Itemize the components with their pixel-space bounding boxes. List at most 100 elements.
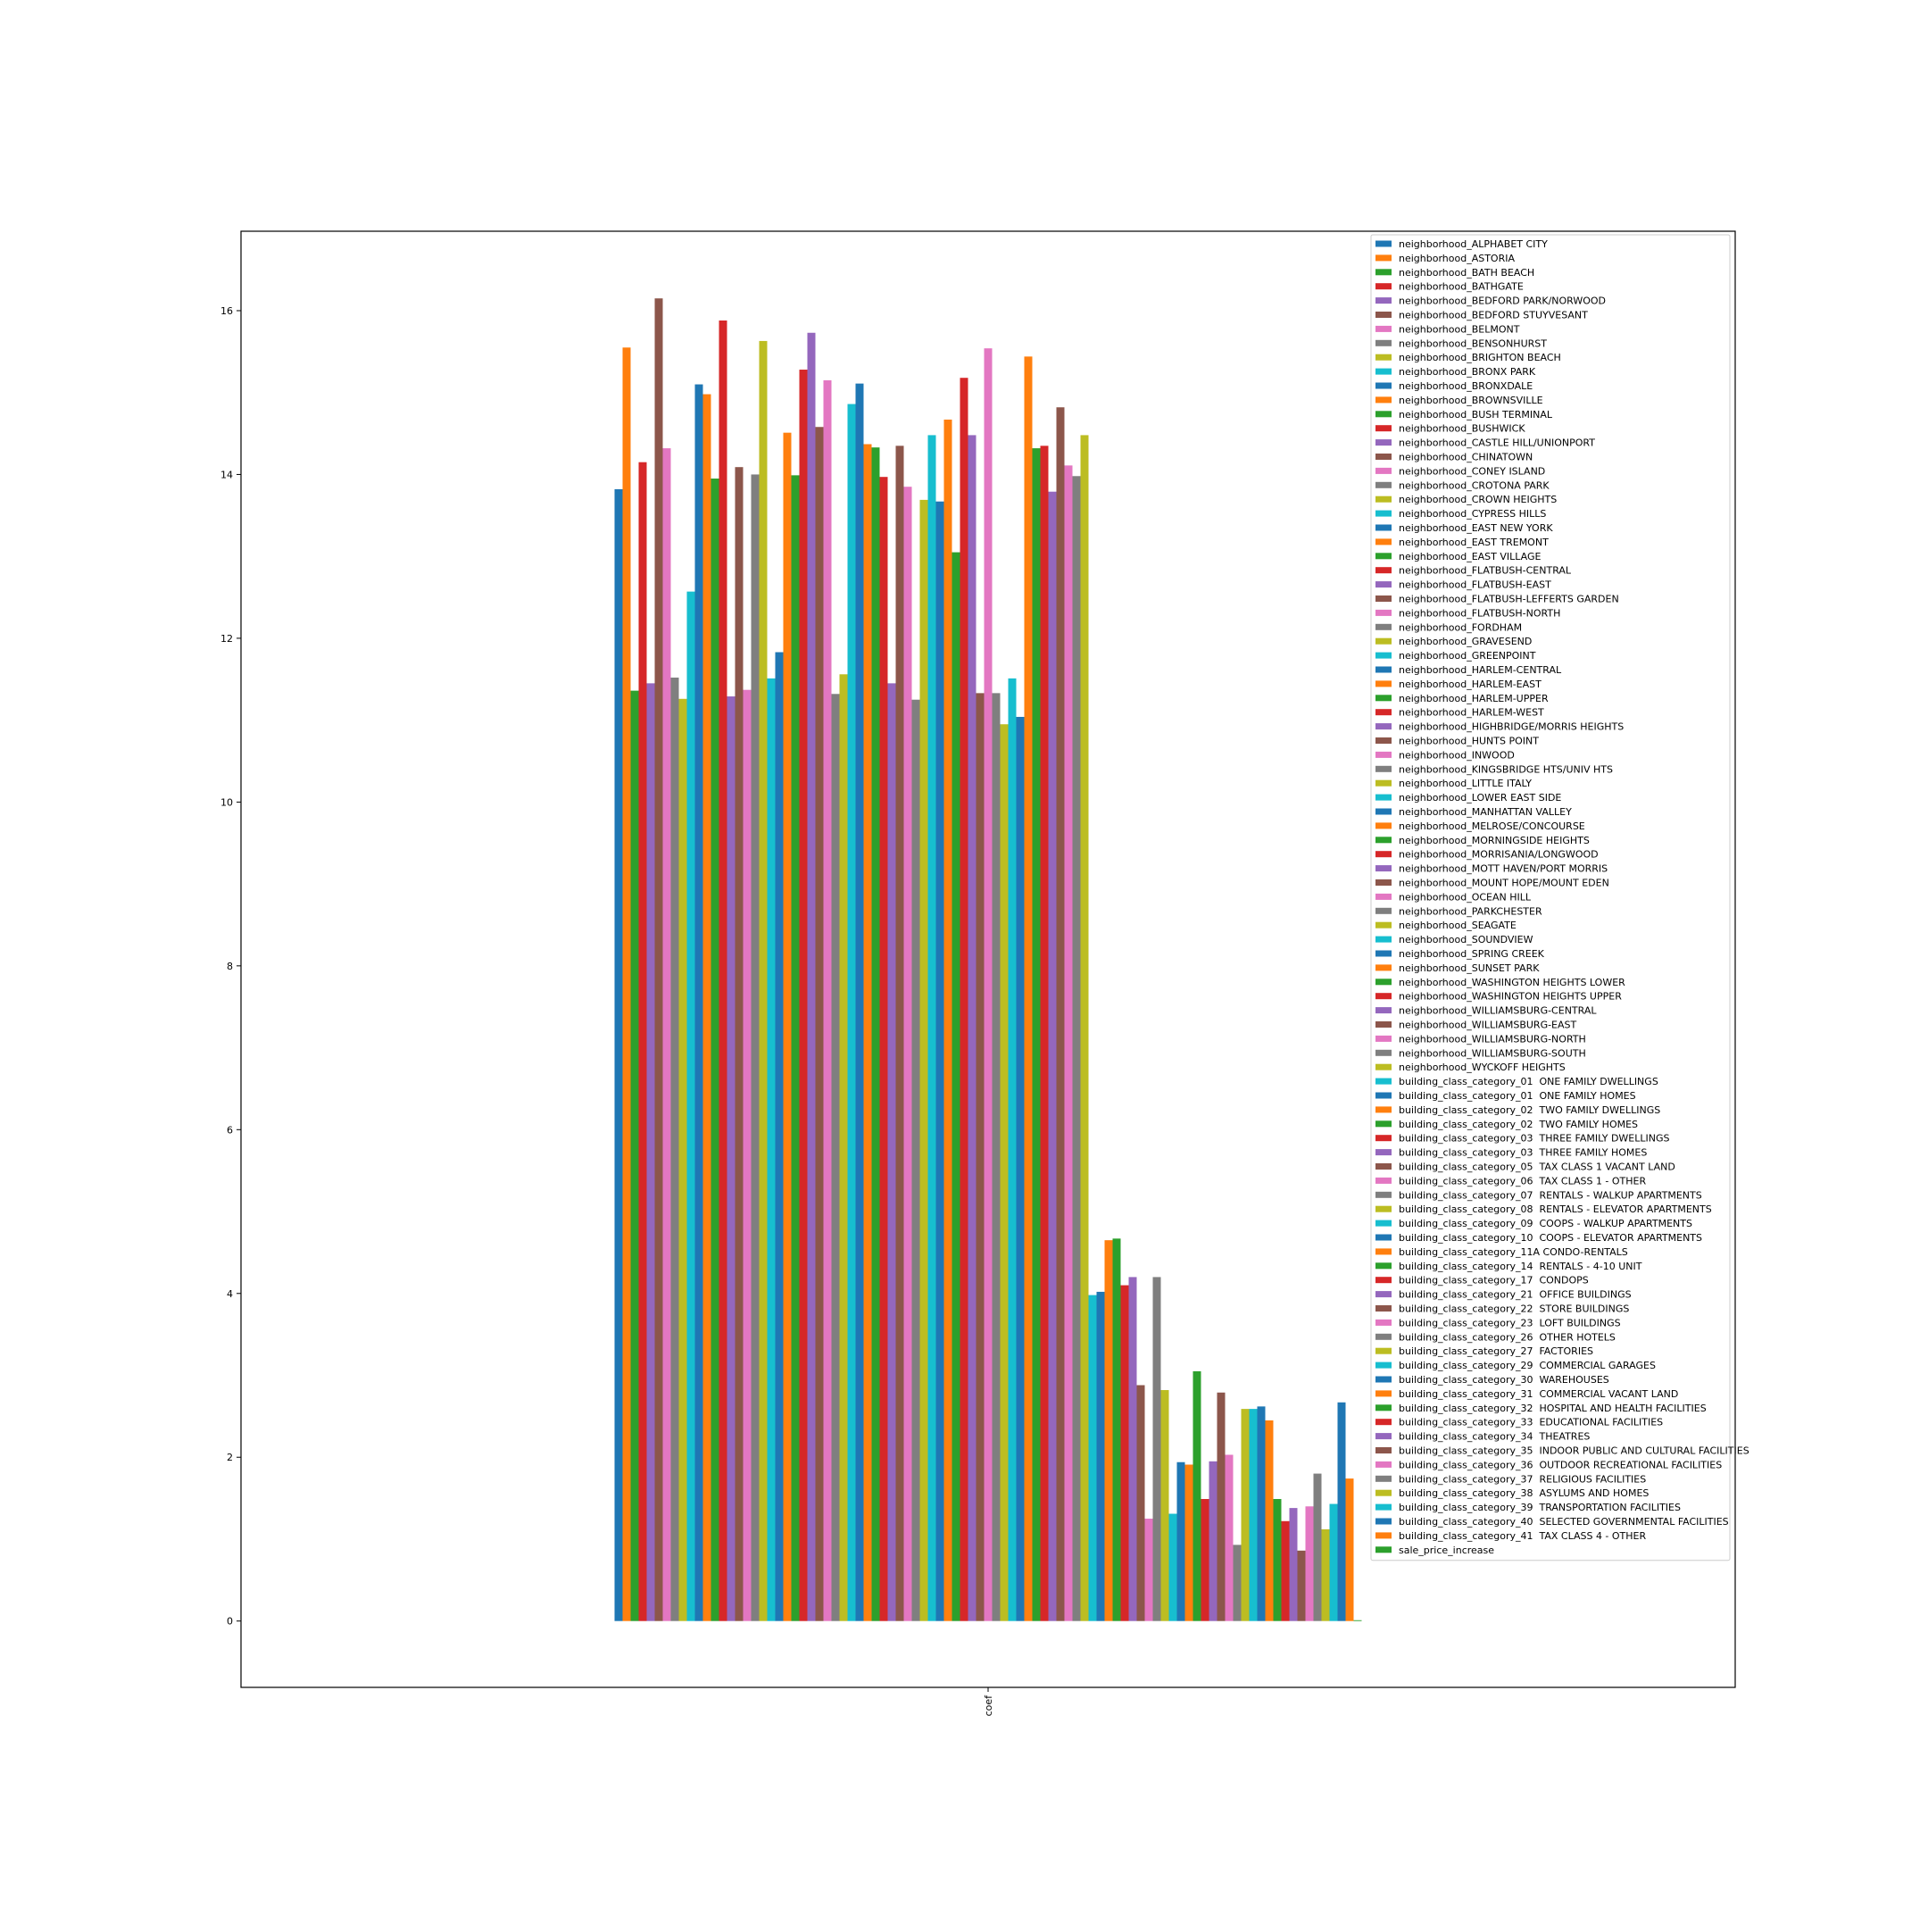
legend-swatch: [1375, 950, 1392, 957]
bar: [943, 419, 952, 1621]
legend-swatch: [1375, 1035, 1392, 1042]
legend-swatch: [1375, 907, 1392, 914]
legend-swatch: [1375, 467, 1392, 474]
legend-label: neighborhood_HARLEM-EAST: [1399, 679, 1542, 690]
bar: [1000, 724, 1009, 1621]
legend-swatch: [1375, 297, 1392, 304]
legend-swatch: [1375, 538, 1392, 545]
legend-label: neighborhood_WASHINGTON HEIGHTS LOWER: [1399, 977, 1625, 988]
legend-swatch: [1375, 837, 1392, 844]
legend-swatch: [1375, 794, 1392, 801]
legend-label: neighborhood_MORNINGSIDE HEIGHTS: [1399, 835, 1590, 846]
bar: [911, 699, 920, 1621]
bar: [1176, 1461, 1185, 1621]
legend-label: neighborhood_HUNTS POINT: [1399, 736, 1539, 747]
legend-swatch: [1375, 454, 1392, 460]
legend-label: building_class_category_08 RENTALS - ELE…: [1399, 1203, 1712, 1215]
legend-label: neighborhood_WILLIAMSBURG-CENTRAL: [1399, 1005, 1597, 1017]
bar: [630, 690, 639, 1621]
legend-box: [1370, 234, 1731, 1561]
legend-label: neighborhood_BRIGHTON BEACH: [1399, 352, 1561, 363]
legend-swatch: [1375, 1319, 1392, 1326]
legend-label: neighborhood_INWOOD: [1399, 749, 1515, 761]
legend-label: neighborhood_WILLIAMSBURG-SOUTH: [1399, 1047, 1586, 1059]
bar: [1193, 1370, 1201, 1621]
bar: [1273, 1499, 1282, 1621]
legend-swatch: [1375, 1546, 1392, 1553]
legend-swatch: [1375, 1049, 1392, 1056]
bar: [1337, 1402, 1346, 1621]
legend-swatch: [1375, 623, 1392, 630]
legend-label: building_class_category_10 COOPS - ELEVA…: [1399, 1232, 1702, 1244]
legend-label: building_class_category_17 CONDOPS: [1399, 1275, 1589, 1287]
bar: [960, 378, 968, 1621]
legend-swatch: [1375, 1106, 1392, 1113]
legend-swatch: [1375, 1376, 1392, 1383]
legend-swatch: [1375, 993, 1392, 1000]
legend-label: building_class_category_26 OTHER HOTELS: [1399, 1331, 1616, 1343]
legend-swatch: [1375, 1163, 1392, 1170]
legend-swatch: [1375, 1347, 1392, 1354]
bar: [1201, 1499, 1209, 1621]
bar: [1225, 1454, 1234, 1621]
legend-label: building_class_category_29 COMMERCIAL GA…: [1399, 1360, 1656, 1371]
legend-swatch: [1375, 1248, 1392, 1255]
legend-label: neighborhood_BENSONHURST: [1399, 337, 1547, 349]
legend-label: building_class_category_23 LOFT BUILDING…: [1399, 1317, 1621, 1328]
legend-label: building_class_category_02 TWO FAMILY HO…: [1399, 1119, 1638, 1130]
bar: [719, 320, 727, 1621]
bar: [622, 347, 631, 1621]
bar: [1072, 476, 1081, 1621]
legend-swatch: [1375, 1404, 1392, 1412]
y-tick-label: 2: [227, 1452, 233, 1463]
y-tick-label: 14: [220, 469, 233, 480]
legend-swatch: [1375, 1262, 1392, 1270]
bar: [1120, 1285, 1129, 1621]
bar: [1104, 1240, 1113, 1621]
legend-swatch: [1375, 1503, 1392, 1511]
bar: [1257, 1406, 1266, 1621]
bar: [654, 298, 663, 1621]
bar: [735, 467, 744, 1621]
legend-label: building_class_category_27 FACTORIES: [1399, 1345, 1593, 1357]
legend-swatch: [1375, 567, 1392, 574]
legend-label: neighborhood_WASHINGTON HEIGHTS UPPER: [1399, 991, 1622, 1003]
x-tick-label: coef: [983, 1695, 994, 1717]
legend-swatch: [1375, 1149, 1392, 1156]
bar: [775, 652, 784, 1621]
legend-label: neighborhood_WILLIAMSBURG-EAST: [1399, 1020, 1577, 1031]
legend-label: building_class_category_31 COMMERCIAL VA…: [1399, 1388, 1678, 1400]
legend-swatch: [1375, 481, 1392, 488]
bar: [879, 477, 888, 1621]
legend-swatch: [1375, 964, 1392, 971]
legend-label: neighborhood_SUNSET PARK: [1399, 962, 1540, 974]
legend-label: neighborhood_KINGSBRIDGE HTS/UNIV HTS: [1399, 763, 1613, 775]
bar: [791, 475, 800, 1621]
legend-label: neighborhood_GRAVESEND: [1399, 636, 1532, 647]
legend-label: neighborhood_BATH BEACH: [1399, 267, 1534, 279]
y-tick-label: 10: [220, 796, 233, 808]
legend-label: neighborhood_WYCKOFF HEIGHTS: [1399, 1062, 1566, 1073]
bar: [646, 683, 655, 1621]
legend-label: building_class_category_41 TAX CLASS 4 -…: [1399, 1530, 1647, 1542]
legend-swatch: [1375, 382, 1392, 389]
bar: [1184, 1464, 1193, 1621]
bar: [759, 340, 768, 1621]
legend-label: building_class_category_22 STORE BUILDIN…: [1399, 1303, 1629, 1315]
legend-label: building_class_category_01 ONE FAMILY DW…: [1399, 1076, 1658, 1087]
legend-label: neighborhood_GREENPOINT: [1399, 650, 1536, 662]
legend-label: building_class_category_01 ONE FAMILY HO…: [1399, 1090, 1636, 1102]
legend-swatch: [1375, 978, 1392, 986]
legend-label: neighborhood_FLATBUSH-LEFFERTS GARDEN: [1399, 594, 1619, 605]
legend-swatch: [1375, 851, 1392, 858]
legend-swatch: [1375, 1007, 1392, 1014]
legend-label: building_class_category_35 INDOOR PUBLIC…: [1399, 1445, 1749, 1457]
bar: [1329, 1503, 1338, 1621]
legend-label: neighborhood_FLATBUSH-EAST: [1399, 579, 1551, 591]
bar: [1313, 1473, 1322, 1621]
legend-swatch: [1375, 325, 1392, 332]
legend-label: neighborhood_HIGHBRIDGE/MORRIS HEIGHTS: [1399, 721, 1624, 733]
legend-swatch: [1375, 439, 1392, 446]
bar: [1136, 1385, 1145, 1621]
bar: [1024, 356, 1033, 1621]
